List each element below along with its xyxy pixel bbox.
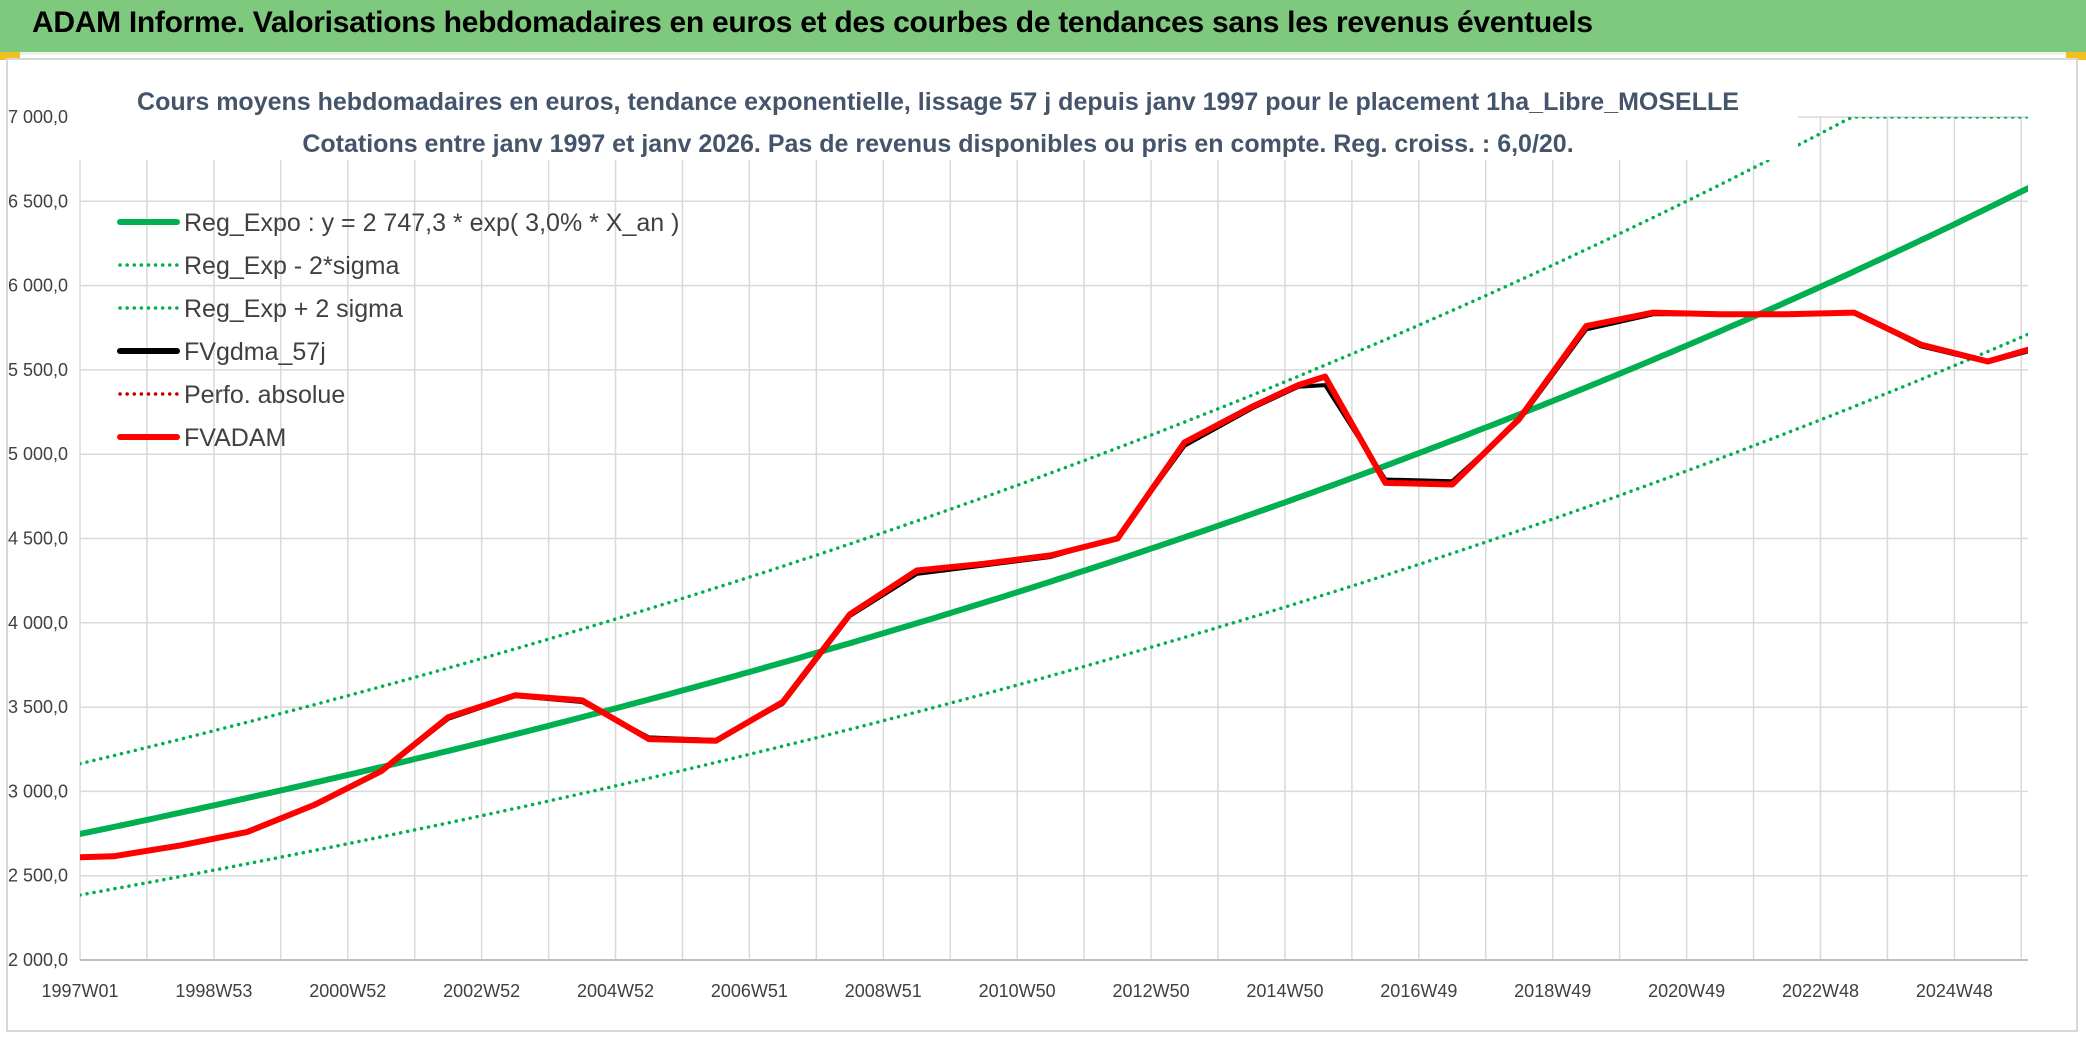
title-background [78,70,1798,160]
x-tick-label: 2020W49 [1648,981,1725,1001]
x-tick-label: 2016W49 [1380,981,1457,1001]
y-tick-label: 6 000,0 [8,276,68,296]
banner-corner-right [2066,52,2086,60]
series-line-reg_expo [80,185,2028,837]
chart-frame [6,58,2078,1032]
x-tick-label: 2008W51 [845,981,922,1001]
x-tick-label: 1998W53 [175,981,252,1001]
banner-corner-left [0,52,20,60]
legend-label: Reg_Exp + 2 sigma [184,295,403,323]
y-tick-label: 5 000,0 [8,444,68,464]
chart-title-line2: Cotations entre janv 1997 et janv 2026. … [302,130,1573,158]
x-tick-label: 2024W48 [1916,981,1993,1001]
report-banner: ADAM Informe. Valorisations hebdomadaire… [0,0,2086,55]
x-tick-label: 1997W01 [41,981,118,1001]
x-tick-label: 2014W50 [1246,981,1323,1001]
x-tick-label: 2002W52 [443,981,520,1001]
legend-label: FVgdma_57j [184,338,326,366]
y-tick-label: 2 500,0 [8,866,68,886]
y-tick-label: 4 500,0 [8,529,68,549]
chart-legend: Reg_Expo : y = 2 747,3 * exp( 3,0% * X_a… [117,209,679,452]
x-tick-label: 2018W49 [1514,981,1591,1001]
series-line-data [80,309,2028,861]
y-tick-label: 3 500,0 [8,697,68,717]
y-tick-label: 5 500,0 [8,360,68,380]
x-tick-label: 2004W52 [577,981,654,1001]
x-tick-label: 2022W48 [1782,981,1859,1001]
series-layer [80,117,2028,897]
y-tick-label: 4 000,0 [8,613,68,633]
y-tick-label: 6 500,0 [8,191,68,211]
series-line-reg_plus [80,117,2028,766]
legend-label: Perfo. absolue [184,381,345,409]
report-title: ADAM Informe. Valorisations hebdomadaire… [32,6,1593,39]
axis-layer: 2 000,0 2 500,0 3 000,0 3 500,0 4 000,0 4 500… [8,107,2028,1001]
chart-title-line1: Cours moyens hebdomadaires en euros, ten… [137,88,1739,116]
legend-label: Reg_Exp - 2*sigma [184,252,399,280]
y-tick-label: 3 000,0 [8,781,68,801]
y-tick-label: 7 000,0 [8,107,68,127]
x-tick-label: 2010W50 [979,981,1056,1001]
legend-label: FVADAM [184,424,286,452]
x-tick-label: 2000W52 [309,981,386,1001]
grid-layer [79,116,2028,961]
x-tick-label: 2006W51 [711,981,788,1001]
x-tick-label: 2012W50 [1113,981,1190,1001]
legend-label: Reg_Expo : y = 2 747,3 * exp( 3,0% * X_a… [184,209,679,237]
series-line-reg_minus [80,332,2028,897]
y-tick-label: 2 000,0 [8,950,68,970]
